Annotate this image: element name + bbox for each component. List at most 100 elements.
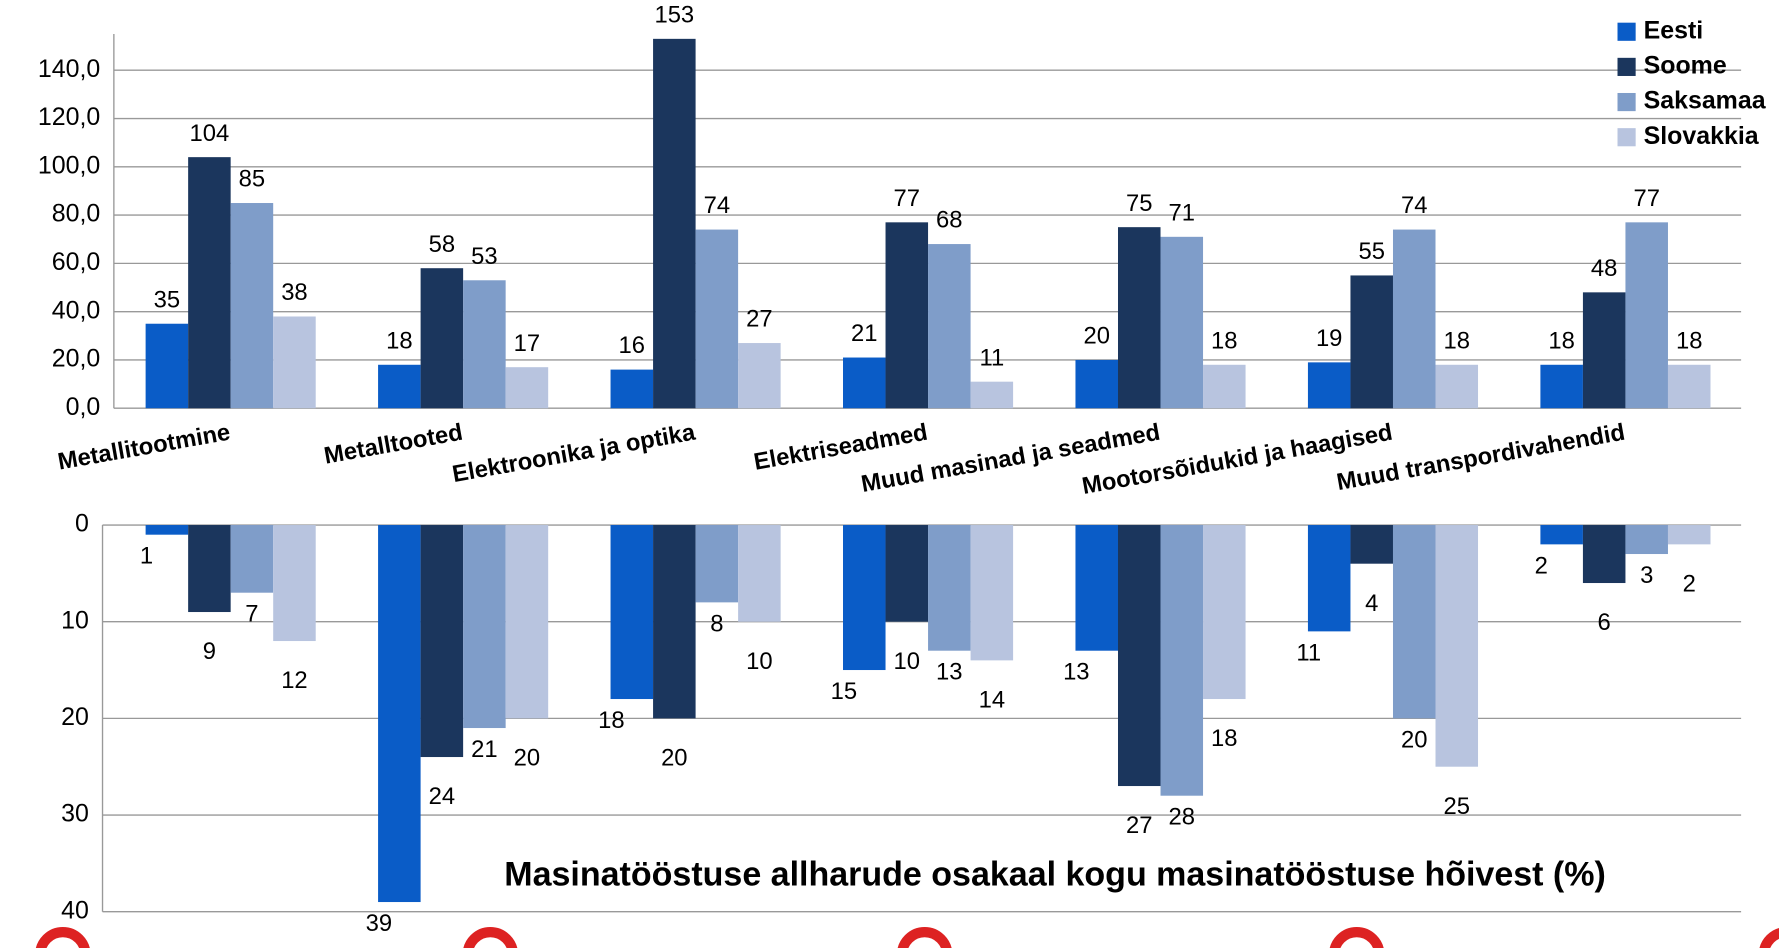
x-tick-label: Elektroonika ja optika — [450, 419, 698, 488]
bar — [1350, 275, 1393, 409]
data-label: 74 — [704, 192, 730, 219]
data-label: 104 — [190, 120, 230, 147]
data-label: 20 — [661, 744, 687, 771]
y-tick-label: 140,0 — [38, 55, 100, 83]
data-label: 11 — [979, 344, 1004, 371]
data-label: 18 — [1676, 327, 1702, 354]
data-label: 18 — [1548, 327, 1574, 354]
bar — [378, 525, 421, 903]
data-label: 68 — [936, 207, 962, 234]
bar — [1540, 525, 1583, 545]
bar — [1667, 525, 1711, 545]
bar — [885, 222, 929, 409]
y-tick-label: 20 — [61, 703, 89, 731]
bar — [1203, 364, 1246, 409]
bar — [1582, 525, 1626, 584]
bar — [695, 525, 739, 603]
bar — [463, 525, 506, 729]
data-label: 17 — [514, 330, 540, 357]
data-label: 71 — [1169, 199, 1195, 226]
y-tick-label: 100,0 — [38, 151, 100, 179]
data-label: 48 — [1591, 255, 1617, 282]
data-label: 28 — [1169, 804, 1195, 831]
bar — [1625, 525, 1668, 555]
data-label: 1 — [140, 543, 153, 570]
data-label: 27 — [746, 306, 772, 333]
data-label: 2 — [1535, 552, 1548, 579]
bar — [1075, 359, 1118, 409]
data-label: 20 — [514, 744, 540, 771]
data-label: 27 — [1126, 812, 1152, 839]
bar — [610, 369, 654, 409]
data-label: 38 — [281, 279, 307, 306]
bar — [188, 525, 231, 613]
legend-swatch — [1617, 22, 1636, 41]
bar — [1667, 364, 1711, 409]
data-label: 10 — [894, 648, 920, 675]
data-label: 39 — [366, 910, 392, 937]
bar — [928, 525, 971, 651]
bar — [378, 364, 421, 409]
bar — [1435, 364, 1479, 409]
bar — [1307, 525, 1351, 632]
data-label: 75 — [1126, 190, 1152, 217]
bar — [188, 157, 231, 409]
bar — [843, 525, 886, 671]
y-tick-label: 120,0 — [38, 103, 100, 131]
bar — [653, 525, 696, 719]
data-label: 20 — [1401, 726, 1427, 753]
data-label: 6 — [1598, 609, 1611, 636]
bar — [145, 525, 189, 535]
bar — [273, 525, 316, 642]
data-label: 25 — [1444, 793, 1470, 820]
data-label: 18 — [386, 327, 412, 354]
legend-label: Eesti — [1644, 16, 1704, 44]
data-label: 18 — [1211, 725, 1237, 752]
data-label: 58 — [429, 231, 455, 258]
bar — [505, 525, 549, 719]
data-label: 24 — [429, 783, 455, 810]
data-label: 16 — [619, 332, 645, 359]
y-tick-label: 10 — [61, 606, 89, 634]
data-label: 18 — [598, 707, 624, 734]
data-label: 55 — [1358, 238, 1384, 265]
data-label: 85 — [239, 166, 265, 193]
data-label: 2 — [1683, 570, 1696, 597]
data-label: 12 — [281, 667, 307, 694]
bar — [463, 280, 506, 409]
data-label: 53 — [471, 243, 497, 270]
data-label: 11 — [1296, 639, 1321, 666]
bar — [610, 525, 654, 700]
data-label: 14 — [979, 686, 1005, 713]
bar — [843, 357, 886, 409]
bar — [420, 268, 464, 409]
data-label: 18 — [1211, 327, 1237, 354]
data-label: 9 — [203, 638, 216, 665]
legend-label: Saksamaa — [1644, 87, 1767, 115]
data-label: 77 — [1633, 185, 1659, 212]
data-label: 21 — [851, 320, 877, 347]
data-label: 13 — [936, 659, 962, 686]
bar — [1075, 525, 1118, 651]
data-label: 74 — [1401, 192, 1427, 219]
bar — [1392, 229, 1436, 409]
data-label: 13 — [1063, 659, 1089, 686]
data-label: 8 — [710, 610, 723, 637]
bar — [1117, 525, 1161, 787]
data-label: 4 — [1365, 590, 1378, 617]
y-tick-label: 0 — [75, 510, 89, 538]
bar — [1203, 525, 1246, 700]
bar — [738, 343, 781, 409]
data-label: 21 — [471, 736, 497, 763]
legend-label: Soome — [1644, 51, 1727, 79]
bar — [505, 367, 549, 409]
bar — [928, 244, 971, 409]
y-tick-label: 40,0 — [52, 296, 101, 324]
data-label: 77 — [894, 185, 920, 212]
bar — [1117, 227, 1161, 409]
data-label: 20 — [1083, 323, 1109, 350]
data-label: 35 — [154, 286, 180, 313]
bar — [738, 525, 781, 622]
bar — [1625, 222, 1668, 409]
